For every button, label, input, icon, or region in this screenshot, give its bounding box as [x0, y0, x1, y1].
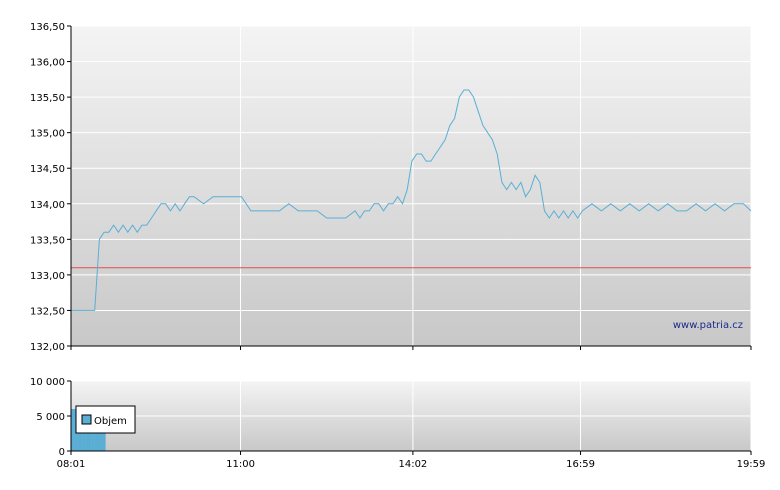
x-tick-label: 16:59 [566, 459, 595, 470]
legend: Objem [75, 405, 136, 434]
volume-panel: 0 5 000 10 000 08:01 11:00 14:02 16:59 19:59 O… [30, 377, 765, 470]
price-y-tick-label: 132,50 [30, 306, 65, 317]
x-tick-label: 14:02 [398, 459, 427, 470]
volume-bar [71, 409, 75, 451]
price-vertical-grid [240, 26, 752, 346]
price-y-tick-label: 133,50 [30, 235, 65, 246]
price-y-tick-label: 134,50 [30, 164, 65, 175]
volume-y-tick-labels: 0 5 000 10 000 [30, 377, 71, 458]
price-plot-background [71, 26, 751, 346]
volume-vertical-grid [240, 381, 752, 451]
price-y-tick-labels: 132,00 132,50 133,00 133,50 134,00 134,50 135,… [30, 22, 71, 353]
x-tick-label: 08:01 [57, 459, 86, 470]
price-series-line [71, 89, 752, 311]
price-y-tick-label: 134,00 [30, 200, 65, 211]
price-y-tick-label: 135,00 [30, 129, 65, 140]
x-tick-label: 19:59 [737, 459, 766, 470]
volume-y-tick-label: 0 [59, 447, 65, 458]
legend-swatch [81, 414, 92, 425]
legend-label-objem: Objem [94, 416, 127, 427]
x-tick-label: 11:00 [226, 459, 255, 470]
price-y-tick-label: 135,50 [30, 93, 65, 104]
watermark: www.patria.cz [673, 320, 743, 331]
price-y-tick-label: 133,00 [30, 271, 65, 282]
price-x-tick-marks [70, 346, 752, 350]
price-panel: 132,00 132,50 133,00 133,50 134,00 134,50 135,… [30, 22, 752, 353]
price-y-tick-label: 136,50 [30, 22, 65, 33]
price-y-tick-label: 136,00 [30, 58, 65, 69]
volume-y-tick-label: 10 000 [30, 377, 65, 388]
price-y-tick-label: 132,00 [30, 342, 65, 353]
volume-y-tick-label: 5 000 [36, 412, 65, 423]
volume-x-tick-labels: 08:01 11:00 14:02 16:59 19:59 [57, 451, 766, 470]
